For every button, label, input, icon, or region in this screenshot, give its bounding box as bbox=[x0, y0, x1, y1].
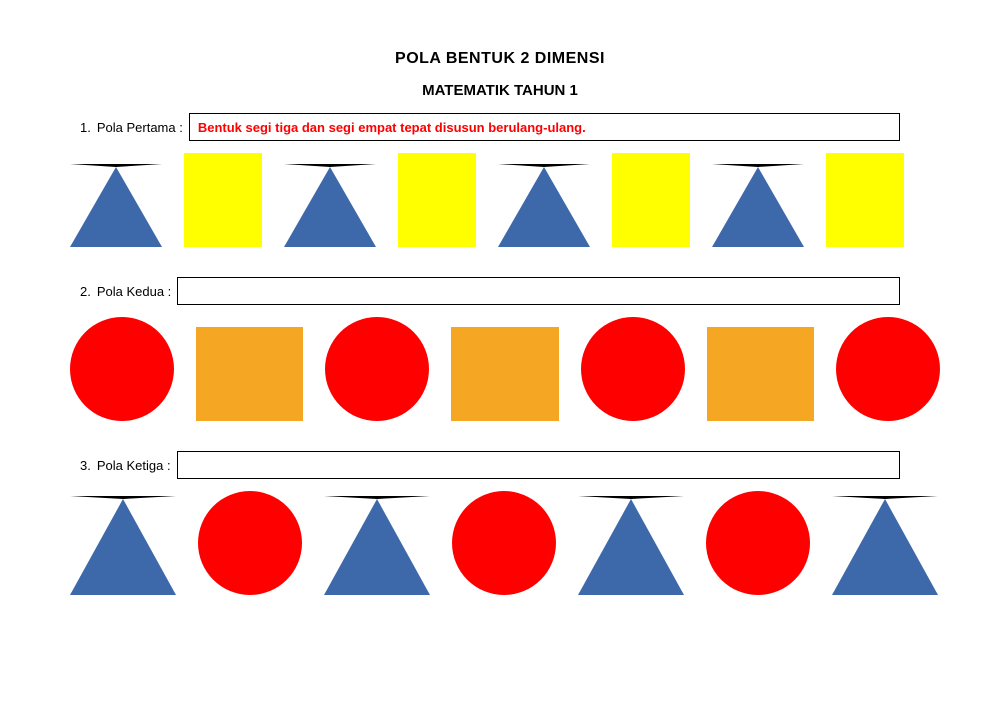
triangle-shape bbox=[284, 164, 376, 247]
triangle-shape bbox=[70, 496, 176, 595]
prompt-number: 3. bbox=[80, 458, 91, 473]
prompt-label: Pola Ketiga : bbox=[97, 458, 171, 473]
circle-shape bbox=[836, 317, 940, 421]
pattern-section: 3. Pola Ketiga : bbox=[60, 451, 940, 595]
rectangle-shape bbox=[707, 327, 815, 421]
shapes-row bbox=[60, 491, 940, 595]
triangle-shape bbox=[712, 164, 804, 247]
prompt-number: 1. bbox=[80, 120, 91, 135]
triangle-shape bbox=[578, 496, 684, 595]
circle-shape bbox=[70, 317, 174, 421]
rectangle-shape bbox=[398, 153, 476, 247]
triangle-shape bbox=[324, 496, 430, 595]
page-title: POLA BENTUK 2 DIMENSI bbox=[60, 50, 940, 68]
prompt-label: Pola Kedua : bbox=[97, 284, 171, 299]
prompt-row: 3. Pola Ketiga : bbox=[60, 451, 940, 479]
circle-shape bbox=[452, 491, 556, 595]
prompt-number: 2. bbox=[80, 284, 91, 299]
circle-shape bbox=[198, 491, 302, 595]
answer-input-box[interactable] bbox=[177, 451, 900, 479]
circle-shape bbox=[581, 317, 685, 421]
rectangle-shape bbox=[826, 153, 904, 247]
shapes-row bbox=[60, 153, 940, 247]
pattern-section: 2. Pola Kedua : bbox=[60, 277, 940, 421]
answer-input-box[interactable] bbox=[177, 277, 900, 305]
triangle-shape bbox=[70, 164, 162, 247]
prompt-row: 1. Pola Pertama : Bentuk segi tiga dan seg… bbox=[60, 113, 940, 141]
answer-input-box[interactable]: Bentuk segi tiga dan segi empat tepat di… bbox=[189, 113, 900, 141]
prompt-label: Pola Pertama : bbox=[97, 120, 183, 135]
pattern-section: 1. Pola Pertama : Bentuk segi tiga dan seg… bbox=[60, 113, 940, 247]
rectangle-shape bbox=[184, 153, 262, 247]
page-subtitle: MATEMATIK TAHUN 1 bbox=[60, 82, 940, 99]
rectangle-shape bbox=[612, 153, 690, 247]
circle-shape bbox=[325, 317, 429, 421]
rectangle-shape bbox=[451, 327, 559, 421]
circle-shape bbox=[706, 491, 810, 595]
triangle-shape bbox=[498, 164, 590, 247]
rectangle-shape bbox=[196, 327, 304, 421]
prompt-row: 2. Pola Kedua : bbox=[60, 277, 940, 305]
shapes-row bbox=[60, 317, 940, 421]
triangle-shape bbox=[832, 496, 938, 595]
